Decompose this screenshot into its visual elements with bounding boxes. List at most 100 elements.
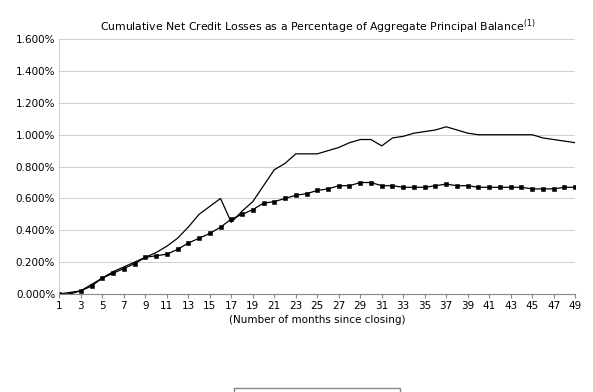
2007-B — [496, 185, 503, 190]
2007-B — [77, 289, 84, 293]
2007-B — [110, 271, 117, 276]
2007-A — [98, 276, 106, 280]
2007-A — [142, 255, 149, 260]
2007-A — [238, 209, 246, 214]
Line: 2007-A: 2007-A — [59, 127, 575, 294]
2007-A — [174, 236, 181, 241]
2007-A — [271, 167, 278, 172]
2007-A — [303, 151, 310, 156]
2007-B — [152, 254, 160, 258]
2007-A — [260, 183, 267, 188]
2007-A — [410, 131, 417, 136]
2007-A — [464, 131, 471, 136]
2007-A — [432, 128, 439, 132]
2007-A — [507, 132, 514, 137]
2007-A — [540, 136, 547, 140]
2007-A — [378, 143, 385, 148]
2007-A — [56, 292, 63, 296]
2007-A — [66, 290, 74, 295]
2007-B — [131, 261, 138, 266]
2007-A — [228, 220, 235, 225]
2007-B — [561, 185, 568, 190]
2007-B — [228, 217, 235, 221]
2007-B — [185, 241, 192, 245]
2007-B — [271, 199, 278, 204]
Line: 2007-B: 2007-B — [57, 180, 578, 296]
2007-B — [529, 187, 536, 191]
2007-B — [66, 292, 74, 296]
2007-A — [185, 225, 192, 229]
2007-A — [400, 134, 407, 139]
2007-A — [217, 196, 224, 201]
2007-B — [196, 236, 203, 241]
2007-A — [572, 140, 579, 145]
2007-B — [174, 247, 181, 252]
2007-B — [454, 183, 461, 188]
2007-B — [206, 231, 213, 236]
2007-A — [518, 132, 525, 137]
2007-B — [421, 185, 428, 190]
2007-B — [378, 183, 385, 188]
2007-B — [249, 207, 256, 212]
2007-A — [561, 139, 568, 143]
2007-B — [389, 183, 396, 188]
2007-B — [142, 255, 149, 260]
2007-B — [260, 201, 267, 205]
2007-A — [357, 137, 364, 142]
2007-A — [292, 151, 299, 156]
2007-A — [442, 124, 450, 129]
2007-A — [131, 260, 138, 265]
2007-A — [454, 128, 461, 132]
2007-A — [163, 244, 170, 249]
2007-B — [400, 185, 407, 190]
2007-B — [314, 188, 321, 193]
2007-B — [518, 185, 525, 190]
2007-A — [346, 140, 353, 145]
2007-A — [496, 132, 503, 137]
2007-B — [282, 196, 289, 201]
2007-B — [572, 185, 579, 190]
2007-A — [324, 148, 331, 153]
2007-B — [540, 187, 547, 191]
2007-B — [56, 292, 63, 296]
2007-B — [120, 266, 127, 271]
2007-B — [410, 185, 417, 190]
2007-B — [486, 185, 493, 190]
2007-A — [88, 282, 95, 287]
2007-B — [88, 284, 95, 289]
2007-A — [120, 265, 127, 269]
2007-B — [163, 252, 170, 256]
2007-B — [292, 193, 299, 198]
2007-B — [303, 191, 310, 196]
2007-B — [357, 180, 364, 185]
X-axis label: (Number of months since closing): (Number of months since closing) — [229, 315, 406, 325]
2007-A — [335, 145, 342, 150]
2007-A — [421, 129, 428, 134]
2007-A — [249, 199, 256, 204]
2007-A — [389, 136, 396, 140]
2007-B — [507, 185, 514, 190]
2007-B — [98, 276, 106, 280]
2007-B — [432, 183, 439, 188]
2007-B — [464, 183, 471, 188]
2007-B — [217, 225, 224, 229]
2007-A — [550, 137, 557, 142]
2007-A — [486, 132, 493, 137]
2007-A — [152, 250, 160, 255]
Legend: 2007-A, 2007-B: 2007-A, 2007-B — [234, 388, 400, 392]
2007-B — [550, 187, 557, 191]
2007-B — [368, 180, 375, 185]
2007-A — [206, 204, 213, 209]
2007-A — [77, 289, 84, 293]
2007-B — [324, 187, 331, 191]
2007-A — [110, 269, 117, 274]
2007-A — [368, 137, 375, 142]
2007-A — [196, 212, 203, 217]
2007-A — [282, 161, 289, 166]
2007-A — [314, 151, 321, 156]
Title: Cumulative Net Credit Losses as a Percentage of Aggregate Principal Balance$^{(1: Cumulative Net Credit Losses as a Percen… — [100, 18, 535, 36]
2007-B — [238, 212, 246, 217]
2007-B — [346, 183, 353, 188]
2007-B — [335, 183, 342, 188]
2007-B — [475, 185, 482, 190]
